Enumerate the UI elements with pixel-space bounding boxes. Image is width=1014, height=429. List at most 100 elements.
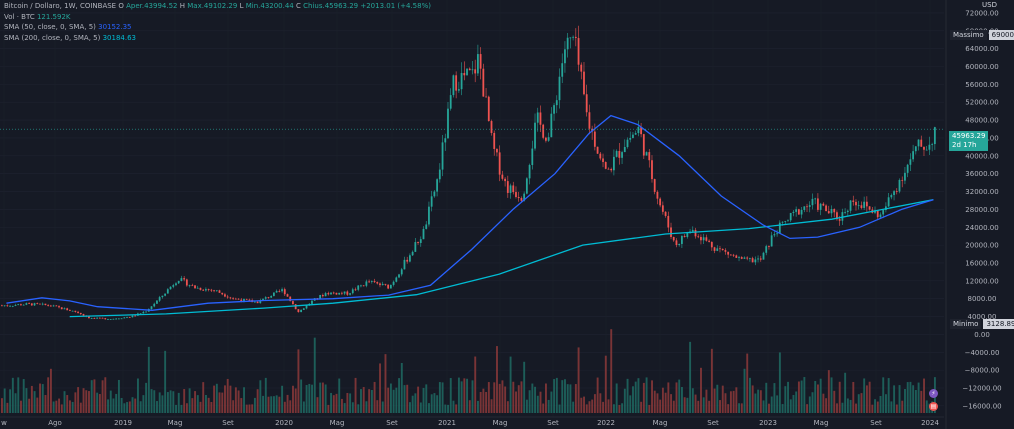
volume-bar (580, 397, 583, 413)
candle-body (109, 319, 112, 320)
volume-bar (504, 386, 507, 413)
earnings-event-icon[interactable]: ▤ (929, 402, 938, 411)
volume-bar (577, 347, 580, 413)
volume-bar (814, 381, 817, 413)
candle-body (800, 209, 803, 215)
candle-body (585, 94, 588, 113)
sma200-row[interactable]: SMA (200, close, 0, SMA, 5) 30184.63 (4, 33, 431, 44)
candle-body (661, 205, 664, 212)
candle-body (506, 181, 509, 193)
candle-body (262, 298, 264, 301)
candle-body (44, 303, 47, 306)
volume-bar (88, 391, 90, 413)
volume-bar (542, 403, 545, 413)
candle-body (781, 221, 784, 223)
volume-bar (623, 388, 626, 413)
candle-body (436, 179, 438, 192)
x-tick-label: Set (386, 419, 398, 427)
volume-bar (895, 404, 898, 413)
volume-bar (207, 397, 210, 413)
volume-bar (104, 377, 107, 413)
sma50-row[interactable]: SMA (50, close, 0, SMA, 5) 30152.35 (4, 22, 431, 33)
candle-body (180, 278, 183, 281)
candle-body (536, 112, 539, 123)
candle-body (882, 210, 885, 215)
candle-body (901, 179, 904, 181)
candle-body (765, 246, 768, 253)
volume-bar (759, 390, 762, 413)
candle-body (637, 126, 640, 134)
candle-body (283, 289, 286, 295)
candle-body (1, 305, 3, 307)
volume-bar (765, 382, 768, 413)
candle-body (264, 297, 267, 299)
dividend-event-icon[interactable]: ⚡ (929, 389, 938, 398)
volume-bar (808, 396, 811, 413)
volume-bar (221, 392, 224, 413)
volume-bar (795, 391, 798, 413)
candle-body (142, 311, 145, 314)
volume-bar (11, 377, 14, 413)
candle-body (205, 289, 207, 291)
candle-body (566, 37, 569, 50)
volume-bar (667, 382, 670, 413)
volume-bar (90, 380, 93, 413)
volume-bar (422, 387, 425, 413)
x-tick-label: 2024 (921, 419, 939, 427)
volume-bar (876, 401, 879, 413)
volume-bar (751, 385, 754, 413)
candle-body (490, 121, 493, 133)
chart-legend: Bitcoin / Dollaro, 1W, COINBASE O Aper.4… (4, 1, 431, 43)
sma50-label: SMA (50, close, 0, SMA, 5) (4, 23, 96, 31)
candle-body (914, 146, 917, 152)
y-tick-label: 32000.00 (965, 188, 998, 196)
candle-body (115, 318, 118, 320)
sma200-value: 30184.63 (102, 33, 136, 42)
x-tick-label: Mag (653, 419, 668, 427)
volume-bar (308, 383, 311, 413)
candle-body (825, 205, 827, 212)
sma200-line (69, 198, 934, 318)
volume-bar (145, 382, 148, 413)
volume-bar (79, 402, 82, 413)
candle-body (588, 112, 591, 129)
candle-body (305, 305, 308, 309)
volume-bar (607, 399, 610, 413)
currency-label[interactable]: USD (982, 1, 997, 9)
candle-body (561, 63, 564, 77)
candle-body (351, 289, 354, 294)
volume-bar (738, 403, 741, 413)
volume-bar (659, 399, 662, 413)
volume-bar (574, 384, 577, 413)
candle-body (330, 292, 332, 295)
candle-body (572, 36, 574, 38)
candle-body (389, 284, 392, 289)
candle-body (523, 193, 526, 201)
x-tick-label: Mag (814, 419, 829, 427)
candle-body (738, 257, 740, 258)
volume-bar (836, 403, 838, 413)
volume-bar (36, 397, 39, 413)
volume-bar (63, 391, 66, 413)
y-tick-label: 16000.00 (965, 259, 998, 267)
candle-body (487, 96, 490, 122)
volume-bar (724, 393, 727, 413)
candle-body (460, 72, 463, 90)
volume-bar (158, 392, 161, 413)
candle-body (716, 248, 719, 251)
candle-body (93, 318, 96, 319)
x-tick-label: Set (222, 419, 234, 427)
volume-bar (893, 385, 896, 413)
sma200-label: SMA (200, close, 0, SMA, 5) (4, 33, 101, 42)
volume-bar (134, 398, 137, 413)
volume-bar (874, 399, 877, 413)
volume-bar (414, 393, 417, 413)
volume-bar (294, 388, 297, 413)
volume-bar (172, 391, 175, 413)
volume-row[interactable]: Vol · BTC 121.592K (4, 12, 431, 23)
candle-body (811, 198, 814, 206)
volume-bar (22, 379, 25, 413)
volume-bar (392, 389, 395, 413)
y-tick-label: 56000.00 (965, 81, 998, 89)
